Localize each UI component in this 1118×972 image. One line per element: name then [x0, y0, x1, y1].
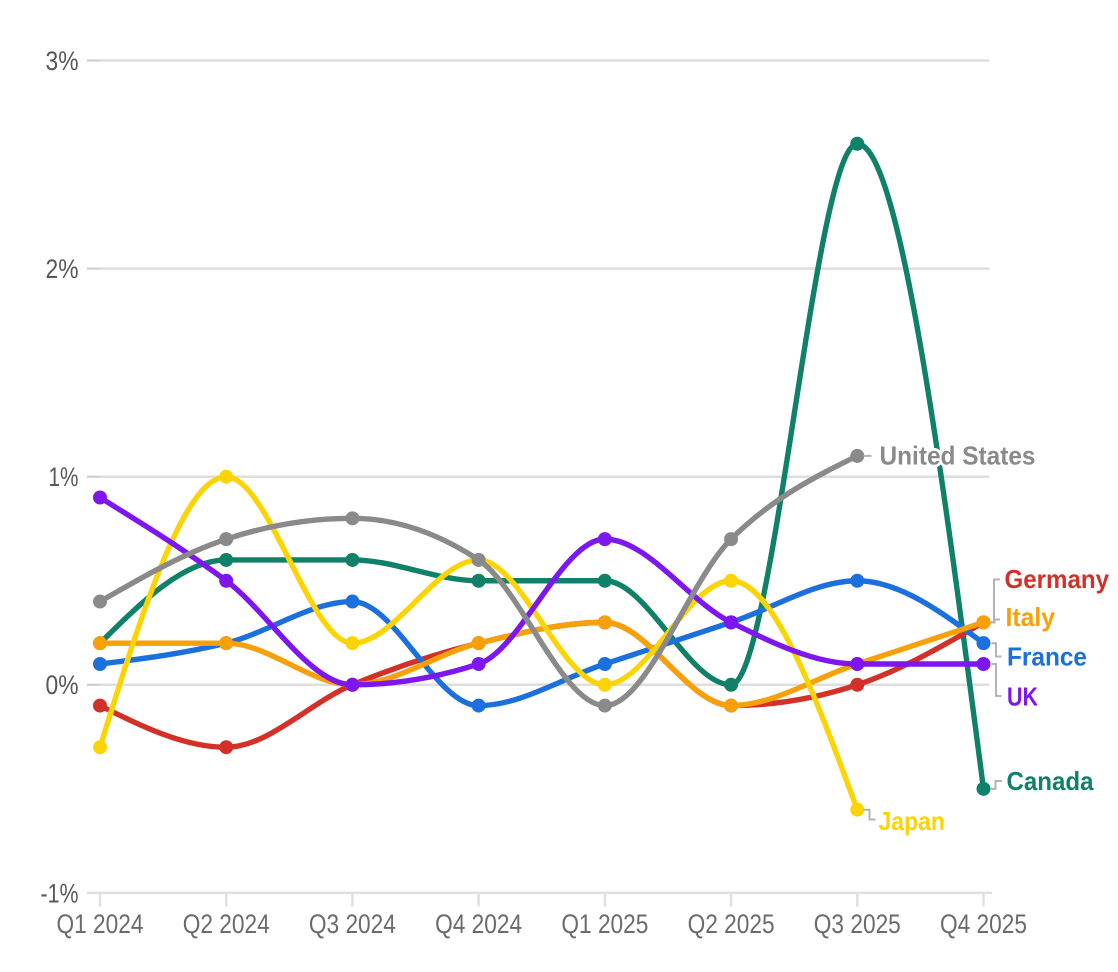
svg-text:-1%: -1% [41, 878, 79, 908]
svg-text:Q1 2024: Q1 2024 [57, 909, 144, 939]
svg-text:1%: 1% [49, 462, 79, 492]
svg-text:Japan: Japan [879, 806, 946, 836]
svg-text:Q4 2024: Q4 2024 [435, 909, 522, 939]
svg-text:Italy: Italy [1006, 602, 1056, 632]
svg-text:0%: 0% [46, 670, 79, 700]
svg-text:United States: United States [880, 440, 1036, 470]
svg-text:Q3 2024: Q3 2024 [309, 909, 396, 939]
svg-text:Q2 2024: Q2 2024 [183, 909, 270, 939]
svg-text:France: France [1007, 641, 1087, 671]
svg-text:2%: 2% [46, 254, 79, 284]
svg-text:Canada: Canada [1007, 766, 1094, 796]
svg-text:3%: 3% [46, 46, 79, 76]
svg-text:Q3 2025: Q3 2025 [814, 909, 901, 939]
svg-text:Q2 2025: Q2 2025 [688, 909, 775, 939]
svg-text:Q1 2025: Q1 2025 [561, 909, 648, 939]
svg-text:Germany: Germany [1005, 564, 1110, 594]
svg-text:Q4 2025: Q4 2025 [940, 909, 1027, 939]
svg-text:UK: UK [1007, 682, 1038, 712]
